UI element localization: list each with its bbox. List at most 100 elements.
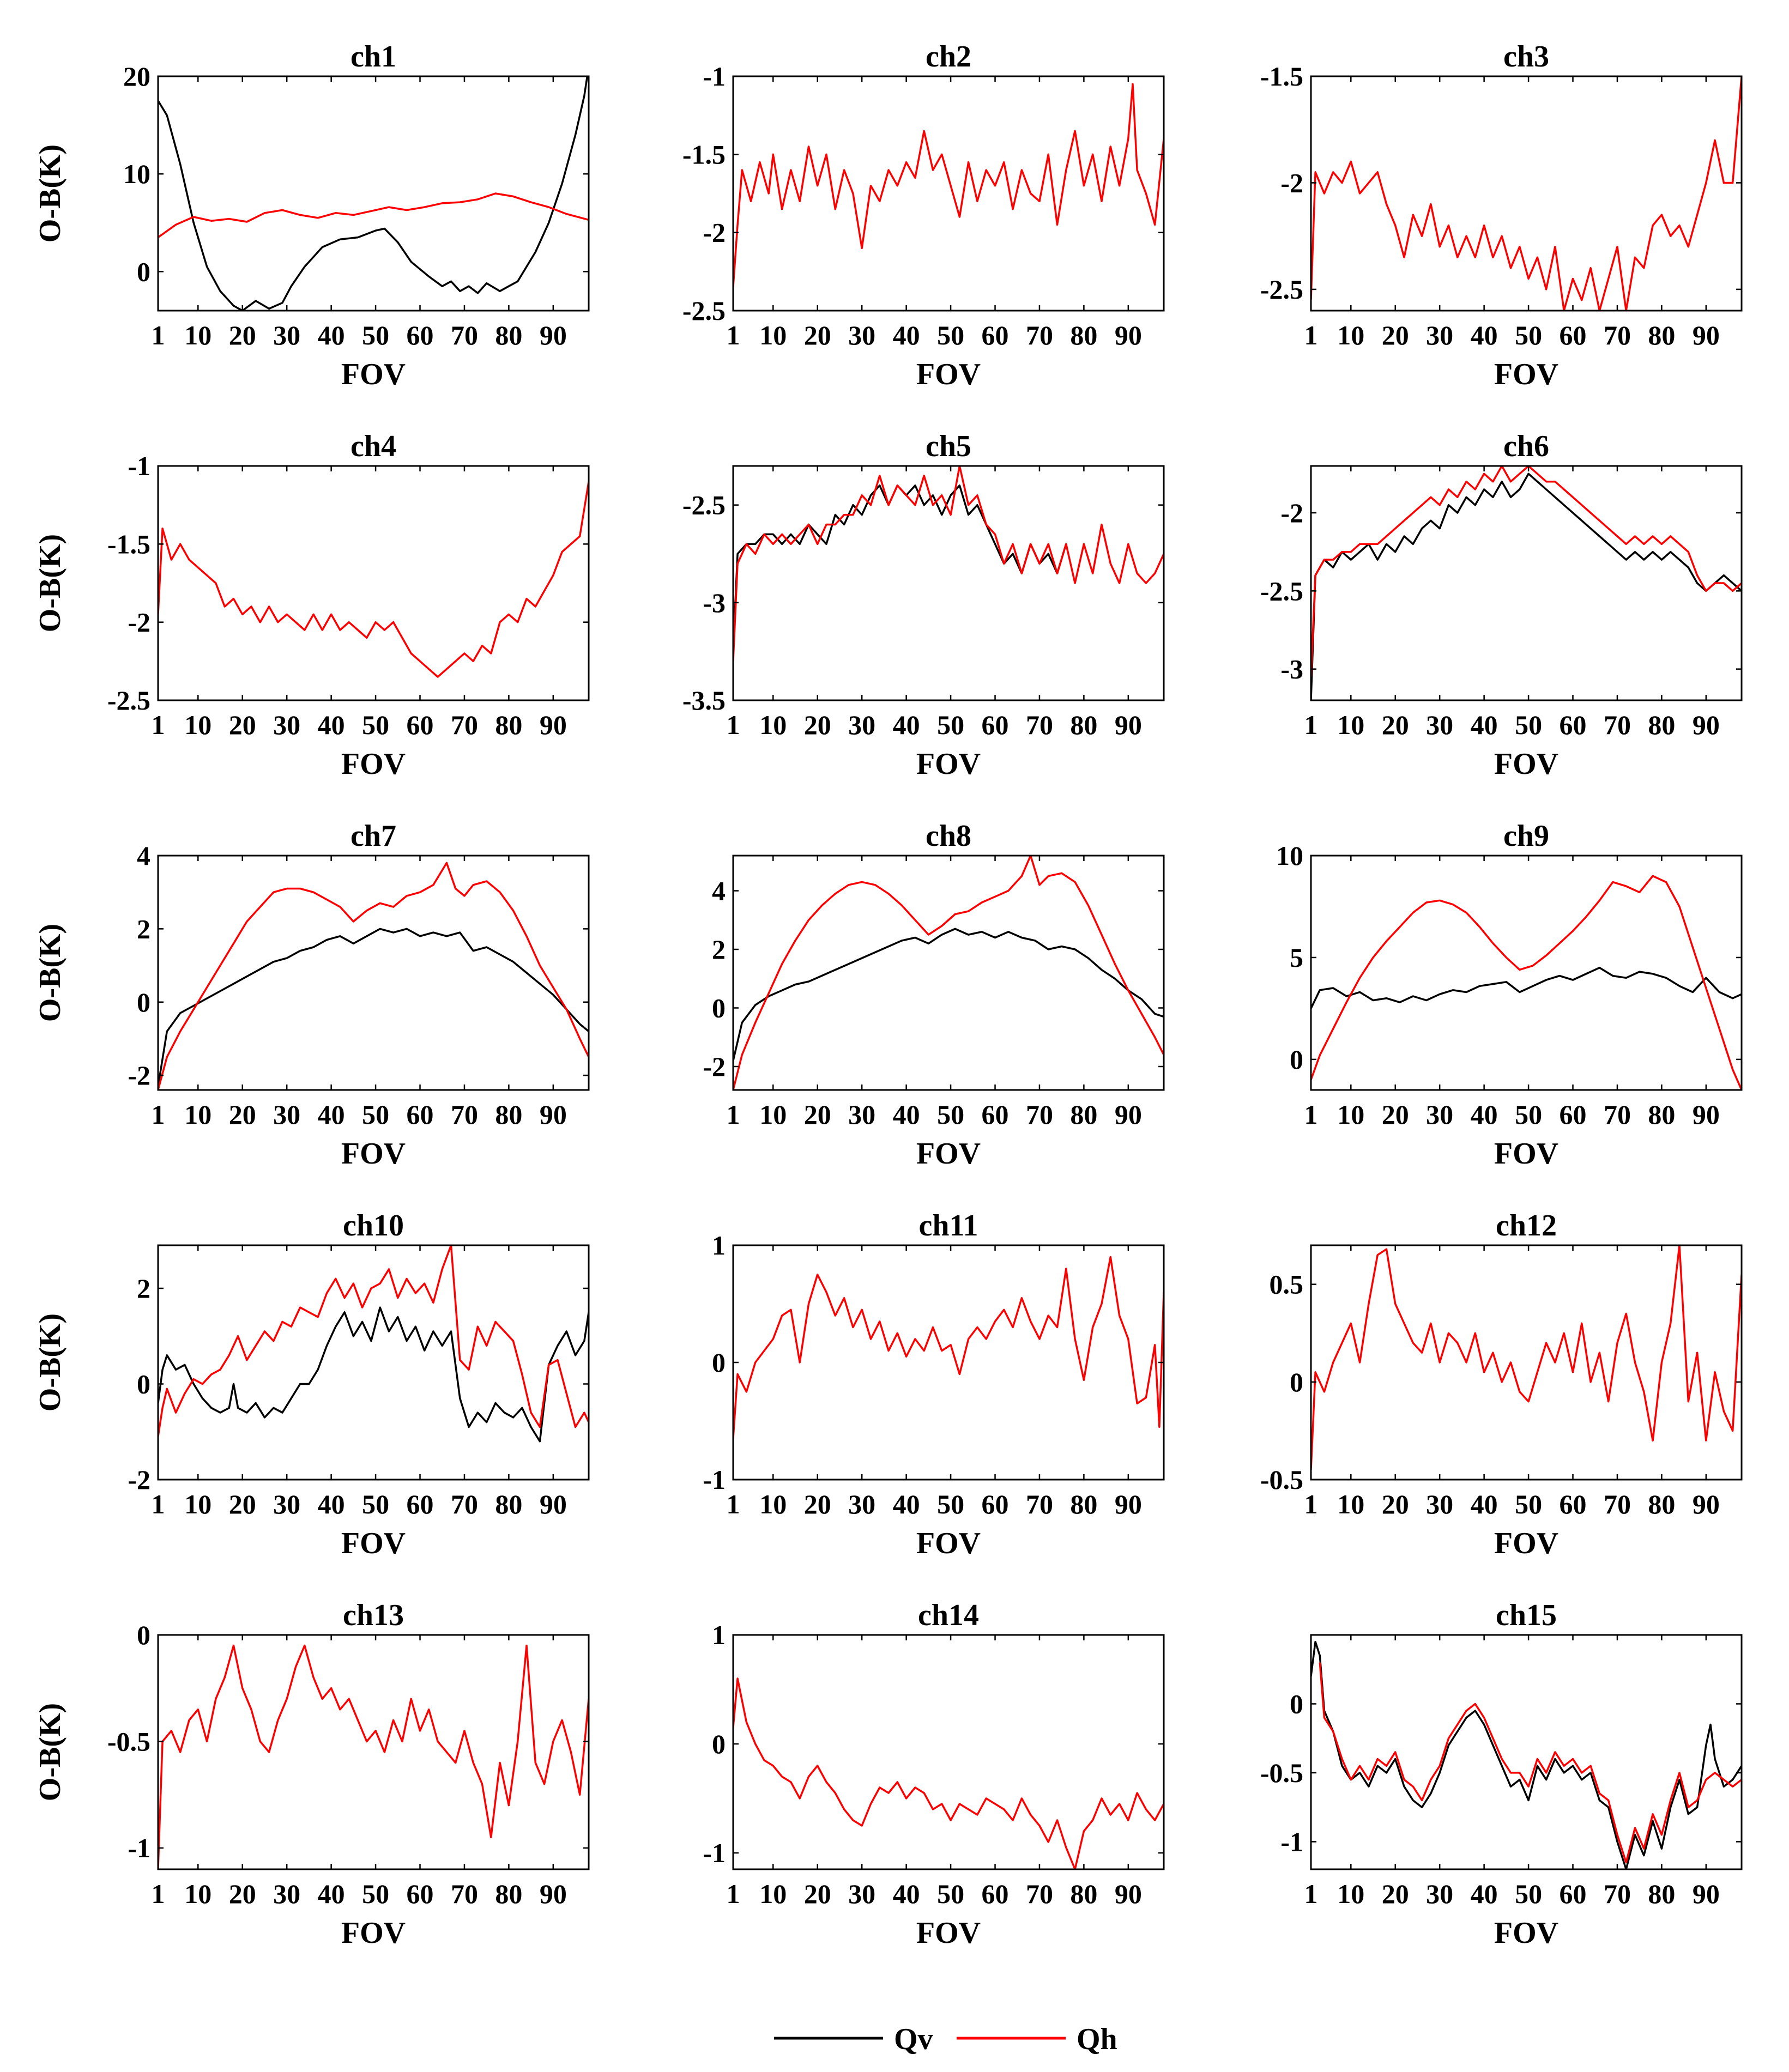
x-tick-label: 40 [893,1489,920,1519]
x-tick-label: 80 [1648,1879,1675,1909]
x-tick-label: 50 [362,320,389,350]
x-tick-label: 40 [893,320,920,350]
x-tick-label: 20 [804,1489,831,1519]
plot-frame [732,465,1165,701]
x-tick-label: 70 [1604,710,1631,740]
series-line-qh [733,466,1164,662]
series-line-qv [158,76,589,311]
x-tick-label: 10 [759,1489,787,1519]
x-tick-label: 60 [407,1099,434,1130]
y-axis-label: O-B(K) [33,924,67,1022]
x-tick-label: 10 [184,320,211,350]
x-axis-label: FOV [341,747,406,781]
x-axis-label: FOV [1494,1916,1558,1950]
x-tick-label: 90 [1693,1099,1720,1130]
y-tick-label: -1 [128,1833,150,1863]
series-line-qv [1311,1640,1742,1869]
y-tick-label: -2 [128,607,150,638]
x-tick-label: 40 [893,1099,920,1130]
y-tick-label: 20 [123,61,150,92]
x-tick-label: 70 [451,1489,478,1519]
x-tick-label: 50 [1515,710,1542,740]
series-line-qh [1311,875,1742,1090]
y-tick-label: 2 [137,913,150,944]
y-tick-label: -2.5 [682,490,726,520]
x-tick-label: 30 [1426,1489,1453,1519]
y-tick-label: -3.5 [682,685,726,716]
x-tick-label: 60 [407,1489,434,1519]
x-tick-label: 50 [937,1099,964,1130]
x-tick-label: 80 [1648,320,1675,350]
x-tick-label: 80 [1070,1489,1097,1519]
y-tick-label: 5 [1290,942,1303,973]
y-tick-label: 0 [137,1620,150,1650]
plot-frame [157,1634,590,1870]
x-tick-label: 10 [1337,710,1364,740]
x-tick-label: 10 [1337,320,1364,350]
x-axis-label: FOV [916,1526,981,1560]
panel-ch8: ch8 1 10 20 30 40 50 60 70 80 90 -2 0 2 4 FOV [703,819,1165,1171]
y-axis-label: O-B(K) [33,1703,67,1801]
x-tick-label: 20 [229,1099,256,1130]
x-tick-label: 10 [1337,1879,1364,1909]
x-tick-label: 30 [273,1489,300,1519]
y-tick-label: 2 [137,1273,150,1304]
y-tick-label: -1 [703,61,726,92]
x-tick-label: 40 [318,1099,345,1130]
x-tick-label: 1 [727,320,740,350]
series-line-qh [158,862,589,1090]
x-tick-label: 10 [1337,1489,1364,1519]
x-tick-label: 30 [1426,1879,1453,1909]
x-tick-label: 80 [1070,710,1097,740]
y-tick-label: 0 [1290,1688,1303,1719]
series-line-qh [733,1256,1164,1439]
x-tick-label: 20 [804,710,831,740]
x-tick-label: 90 [1693,320,1720,350]
x-tick-label: 30 [1426,710,1453,740]
plot-frame [157,855,590,1091]
panel-ch6: ch6 1 10 20 30 40 50 60 70 80 90 -3 -2.5 -2 FOV [1260,429,1743,781]
x-tick-label: 20 [804,1879,831,1909]
x-tick-label: 10 [184,710,211,740]
x-axis-label: FOV [916,358,981,391]
x-tick-label: 40 [1471,320,1498,350]
y-axis-label: O-B(K) [33,534,67,632]
x-tick-label: 60 [1560,1489,1587,1519]
panel-title: ch13 [343,1598,404,1632]
series-line-qh [158,192,589,239]
series-line-qv [1311,472,1742,700]
y-tick-label: -3 [703,587,726,618]
panel-ch11: ch11 1 10 20 30 40 50 60 70 80 90 -1 0 1 FOV [703,1209,1165,1560]
x-tick-label: 10 [1337,1099,1364,1130]
x-tick-label: 30 [1426,320,1453,350]
x-tick-label: 1 [1304,1099,1318,1130]
x-tick-label: 90 [1693,1489,1720,1519]
x-tick-label: 50 [937,1489,964,1519]
plot-frame [157,1244,590,1481]
x-tick-label: 30 [273,320,300,350]
plot-frame [732,75,1165,312]
x-tick-label: 20 [804,320,831,350]
x-tick-label: 1 [152,710,165,740]
y-tick-label: -1 [1280,1826,1303,1857]
plot-frame [157,75,590,312]
x-tick-label: 80 [495,1099,522,1130]
y-tick-label: -2 [1280,498,1303,528]
y-tick-label: -0.5 [107,1726,150,1756]
series-line-qh [1319,1662,1742,1864]
x-tick-label: 60 [407,1879,434,1909]
x-tick-label: 80 [1070,320,1097,350]
y-tick-label: -1 [703,1838,726,1868]
panel-title: ch4 [350,429,396,463]
y-tick-label: -1.5 [682,139,726,169]
series-line-qh [1311,1245,1742,1470]
y-tick-label: 4 [712,876,726,906]
x-tick-label: 20 [229,1879,256,1909]
y-tick-label: -2 [128,1060,150,1090]
x-tick-label: 60 [407,710,434,740]
y-tick-label: 0 [712,1729,726,1759]
y-tick-label: 10 [123,159,150,189]
x-tick-label: 40 [1471,1879,1498,1909]
x-tick-label: 90 [1693,710,1720,740]
